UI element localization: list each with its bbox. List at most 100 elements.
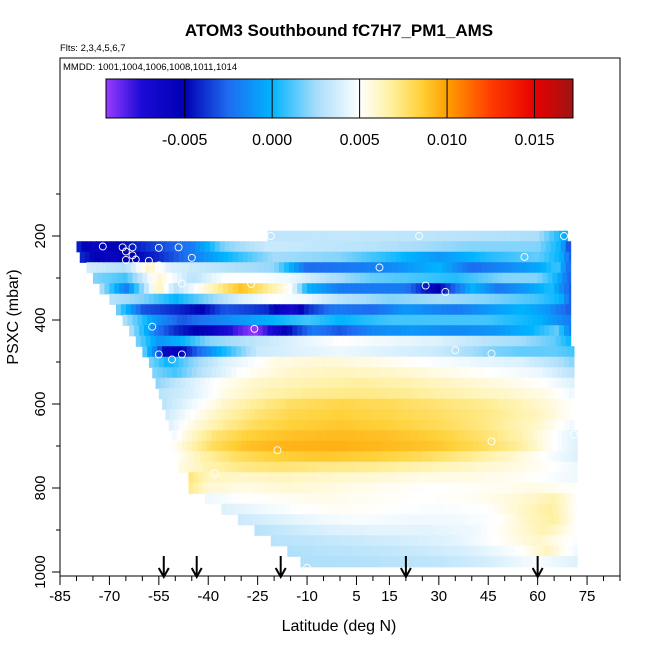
- heatmap-cell: [279, 493, 285, 505]
- heatmap-cell: [292, 482, 298, 494]
- heatmap-cell: [442, 493, 448, 505]
- heatmap-cell: [379, 272, 386, 284]
- heatmap-cell: [293, 493, 300, 505]
- heatmap-cell: [344, 556, 351, 568]
- heatmap-cell: [405, 325, 412, 337]
- heatmap-cell: [246, 272, 252, 284]
- heatmap-cell: [257, 482, 264, 494]
- heatmap-cell: [280, 398, 287, 410]
- heatmap-cell: [521, 262, 527, 274]
- heatmap-cell: [549, 283, 555, 295]
- heatmap-cell: [465, 230, 471, 242]
- heatmap-cell: [259, 409, 265, 421]
- heatmap-cell: [384, 556, 391, 568]
- heatmap-cell: [522, 367, 529, 379]
- heatmap-cell: [148, 325, 155, 337]
- heatmap-cell: [376, 482, 382, 494]
- heatmap-cell: [272, 283, 279, 295]
- heatmap-cell: [417, 377, 423, 389]
- heatmap-cell: [318, 304, 325, 316]
- heatmap-cell: [111, 262, 117, 274]
- heatmap-cell: [186, 272, 193, 284]
- colorbar-tick-label: 0.010: [427, 132, 467, 149]
- heatmap-cell: [211, 430, 218, 442]
- heatmap-cell: [242, 461, 249, 473]
- heatmap-cell: [476, 241, 483, 253]
- heatmap-cell: [526, 304, 532, 316]
- heatmap-cell: [440, 251, 447, 263]
- heatmap-cell: [312, 419, 318, 431]
- heatmap-cell: [489, 293, 496, 305]
- heatmap-cell: [272, 293, 279, 305]
- heatmap-cell: [493, 367, 499, 379]
- heatmap-cell: [335, 346, 341, 358]
- heatmap-cell: [545, 304, 552, 316]
- heatmap-cell: [526, 493, 532, 505]
- heatmap-cell: [195, 377, 201, 389]
- heatmap-cell: [559, 283, 565, 295]
- heatmap-cell: [386, 482, 392, 494]
- heatmap-cell: [549, 461, 555, 473]
- heatmap-cell: [494, 251, 501, 263]
- heatmap-cell: [241, 367, 247, 379]
- heatmap-cell: [366, 482, 372, 494]
- heatmap-cell: [483, 398, 489, 410]
- heatmap-cell: [366, 419, 372, 431]
- heatmap-cell: [109, 283, 115, 295]
- heatmap-cell: [410, 230, 417, 242]
- heatmap-cell: [181, 367, 188, 379]
- heatmap-cell: [377, 241, 384, 253]
- heatmap-cell: [397, 262, 404, 274]
- heatmap-cell: [236, 367, 242, 379]
- heatmap-cell: [213, 472, 219, 484]
- heatmap-cell: [293, 451, 300, 463]
- heatmap-cell: [206, 314, 213, 326]
- heatmap-cell: [244, 241, 251, 253]
- heatmap-cell: [196, 314, 203, 326]
- heatmap-cell: [424, 398, 430, 410]
- heatmap-cell: [241, 272, 247, 284]
- heatmap-cell: [265, 314, 272, 326]
- sample-point: [174, 243, 183, 252]
- heatmap-cell: [358, 493, 364, 505]
- x-tick-label: -40: [197, 588, 219, 605]
- heatmap-cell: [331, 356, 338, 368]
- sample-point: [98, 242, 107, 251]
- heatmap-cell: [372, 377, 379, 389]
- heatmap-cell: [120, 262, 127, 274]
- heatmap-cell: [267, 472, 274, 484]
- heatmap-cell: [452, 377, 458, 389]
- heatmap-cell: [300, 430, 307, 442]
- heatmap-cell: [407, 524, 414, 536]
- heatmap-cell: [173, 251, 180, 263]
- heatmap-cell: [424, 535, 430, 547]
- heatmap-cell: [433, 556, 440, 568]
- heatmap-cell: [239, 304, 246, 316]
- heatmap-cell: [526, 451, 532, 463]
- heatmap-cell: [483, 272, 489, 284]
- heatmap-cell: [522, 440, 529, 452]
- heatmap-cell: [493, 430, 499, 442]
- heatmap-cell: [168, 283, 175, 295]
- heatmap-cell: [252, 461, 259, 473]
- heatmap-cell: [435, 388, 442, 400]
- heatmap-cell: [448, 314, 455, 326]
- heatmap-cell: [335, 430, 341, 442]
- heatmap-cell: [191, 272, 198, 284]
- heatmap-cell: [506, 262, 512, 274]
- heatmap-cell: [224, 409, 231, 421]
- heatmap-cell: [175, 377, 181, 389]
- heatmap-cell: [290, 430, 297, 442]
- heatmap-cell: [516, 409, 522, 421]
- heatmap-cell: [213, 325, 219, 337]
- heatmap-cell: [545, 493, 552, 505]
- heatmap-cell: [450, 419, 456, 431]
- heatmap-cell: [160, 262, 167, 274]
- heatmap-cell: [428, 430, 435, 442]
- heatmap-cell: [298, 304, 305, 316]
- heatmap-cell: [508, 346, 514, 358]
- heatmap-cell: [455, 472, 461, 484]
- heatmap-cell: [353, 409, 359, 421]
- heatmap-cell: [293, 241, 300, 253]
- heatmap-cell: [415, 283, 422, 295]
